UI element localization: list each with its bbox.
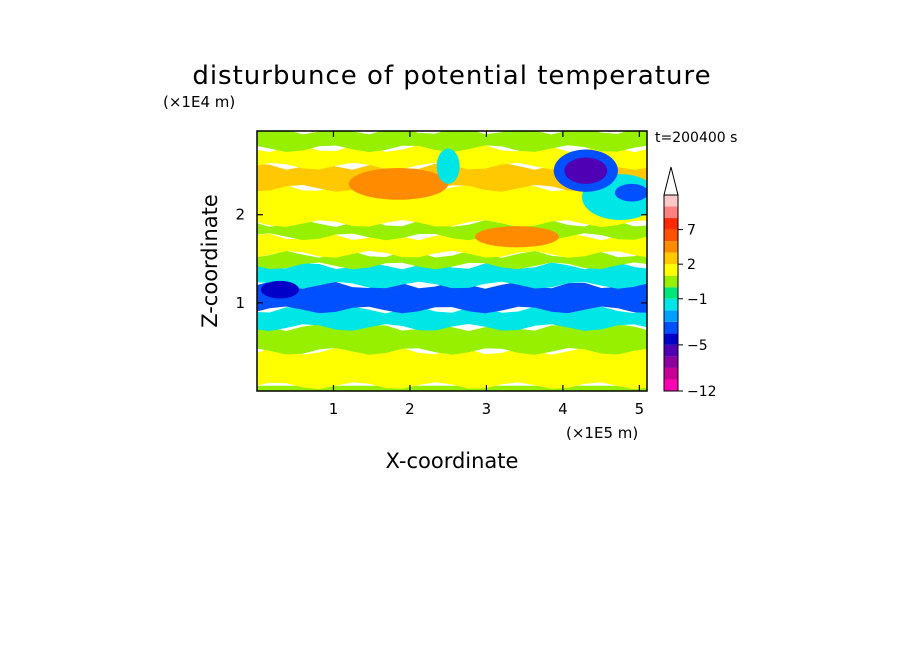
contour-band xyxy=(257,281,647,314)
x-tick-label: 4 xyxy=(558,400,568,418)
contour-band xyxy=(257,347,647,390)
colorbar-tick-label: −5 xyxy=(687,338,708,354)
colorbar-swatch xyxy=(664,333,678,345)
x-tick-label: 2 xyxy=(405,400,415,418)
y-tick-label: 2 xyxy=(235,206,245,224)
time-label: t=200400 s xyxy=(655,130,737,146)
colorbar-tick-label: −12 xyxy=(687,384,717,400)
y-axis: 12 xyxy=(235,206,647,312)
y-axis-label: Z-coordinate xyxy=(198,194,222,328)
colorbar-swatch xyxy=(664,241,678,253)
colorbar-swatch xyxy=(664,367,678,380)
colorbar-swatch xyxy=(664,356,678,368)
colorbar-tick-label: −1 xyxy=(687,292,708,308)
contour-cell xyxy=(348,168,449,200)
colorbar-swatch xyxy=(664,264,678,276)
x-axis: 1 2 3 4 5 xyxy=(329,131,644,418)
colorbar-tick-label: 7 xyxy=(687,223,696,239)
colorbar-swatch xyxy=(664,287,678,299)
chart-title: disturbunce of potential temperature xyxy=(192,61,711,91)
colorbar-extend-arrow xyxy=(663,166,679,196)
x-tick-label: 1 xyxy=(329,400,339,418)
colorbar-swatch xyxy=(664,229,678,242)
colorbar-swatch xyxy=(664,310,678,322)
colorbar-swatch xyxy=(664,321,678,334)
x-axis-label: X-coordinate xyxy=(386,449,519,473)
colorbar-swatch xyxy=(664,218,678,230)
y-scale-label: (×1E4 m) xyxy=(163,93,235,111)
colorbar-swatch xyxy=(664,195,678,207)
contour-band xyxy=(257,324,647,355)
contour-band xyxy=(257,250,647,270)
contour-band xyxy=(257,131,647,153)
colorbar-swatch xyxy=(664,298,678,311)
colorbar-swatch xyxy=(664,379,678,391)
contour-band xyxy=(257,184,647,227)
x-tick-label: 5 xyxy=(635,400,645,418)
contour-field xyxy=(257,131,647,391)
colorbar: −12−5−127 xyxy=(663,166,717,400)
colorbar-swatch xyxy=(664,275,678,288)
contour-cell xyxy=(614,183,647,202)
x-tick-label: 3 xyxy=(482,400,492,418)
plot-frame xyxy=(256,130,648,392)
colorbar-swatch xyxy=(664,344,678,357)
x-scale-label: (×1E5 m) xyxy=(566,424,638,442)
colorbar-swatch xyxy=(664,252,678,265)
contour-cell xyxy=(564,157,608,184)
contour-band xyxy=(257,306,647,331)
y-tick-label: 1 xyxy=(235,294,245,312)
contour-cell xyxy=(474,226,560,248)
contour-cell xyxy=(260,280,300,299)
contour-cell xyxy=(436,148,460,184)
colorbar-tick-label: 2 xyxy=(687,257,696,273)
colorbar-swatch xyxy=(664,206,678,219)
